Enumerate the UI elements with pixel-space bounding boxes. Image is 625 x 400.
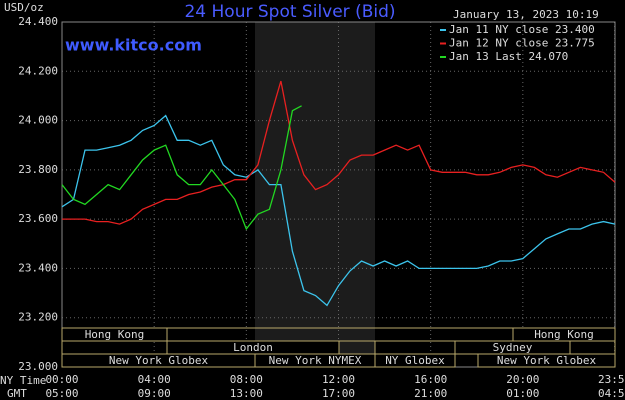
- x2-axis-label: GMT: [7, 387, 27, 400]
- legend-label: Jan 11 NY close 23.400: [449, 23, 595, 36]
- session-box: [569, 340, 616, 355]
- series-line: [61, 105, 302, 231]
- x2-tick-label: 09:00: [138, 387, 171, 400]
- session-label: London: [233, 341, 273, 354]
- x-tick-label: 16:00: [414, 373, 447, 386]
- session-label: New York Globex: [109, 354, 209, 367]
- session-label: Hong Kong: [85, 328, 145, 341]
- y-tick-label: 23.200: [18, 311, 58, 324]
- x2-tick-label: 13:00: [230, 387, 263, 400]
- chart-title: 24 Hour Spot Silver (Bid): [184, 2, 395, 22]
- y-tick-label: 23.600: [18, 212, 58, 225]
- y-axis-label: USD/oz: [4, 1, 44, 14]
- x-tick-label: 23:59: [598, 373, 625, 386]
- series-line: [62, 80, 616, 225]
- session-box: [61, 340, 168, 355]
- x2-tick-label: 04:59: [598, 387, 625, 400]
- session-box: [166, 327, 514, 342]
- nymex-session-shade: [255, 22, 375, 367]
- x-tick-label: 20:00: [506, 373, 539, 386]
- session-label: New York NYMEX: [269, 354, 362, 367]
- series-line: [61, 114, 616, 307]
- y-tick-label: 23.000: [18, 360, 58, 373]
- session-label: NY Globex: [385, 354, 445, 367]
- x-tick-label: 08:00: [230, 373, 263, 386]
- x-tick-label: 12:00: [322, 373, 355, 386]
- session-box: [374, 340, 456, 355]
- x-axis-label: NY Time: [0, 374, 46, 387]
- chart-subtitle: January 13, 2023 10:19: [453, 8, 599, 21]
- session-label: New York Globex: [497, 354, 597, 367]
- x2-tick-label: 17:00: [322, 387, 355, 400]
- y-tick-label: 23.400: [18, 261, 58, 274]
- y-tick-label: 24.200: [18, 64, 58, 77]
- session-label: Hong Kong: [534, 328, 594, 341]
- x-tick-label: 00:00: [45, 373, 78, 386]
- y-tick-label: 24.000: [18, 114, 58, 127]
- x2-tick-label: 05:00: [45, 387, 78, 400]
- x2-tick-label: 01:00: [506, 387, 539, 400]
- session-label: Sydney: [493, 341, 533, 354]
- y-tick-label: 23.800: [18, 163, 58, 176]
- legend-label: Jan 13 Last 24.070: [449, 50, 568, 63]
- y-tick-label: 24.400: [18, 15, 58, 28]
- x-tick-label: 04:00: [138, 373, 171, 386]
- source: www.kitco.com: [65, 36, 202, 55]
- session-box: [477, 353, 616, 368]
- x2-tick-label: 21:00: [414, 387, 447, 400]
- legend-label: Jan 12 NY close 23.775: [449, 37, 595, 50]
